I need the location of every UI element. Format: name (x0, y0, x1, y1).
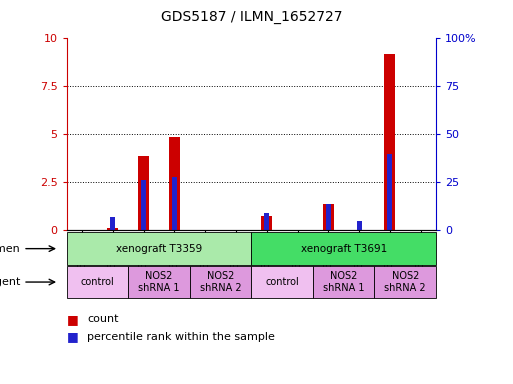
Bar (169, 137, 180, 230)
Bar (387, 154, 392, 230)
Text: control: control (81, 277, 114, 287)
Text: ■: ■ (67, 313, 78, 326)
Bar (264, 213, 269, 230)
Text: agent: agent (0, 277, 21, 287)
Bar (172, 177, 177, 230)
Bar (323, 204, 333, 230)
Bar (262, 216, 272, 230)
Bar (141, 180, 146, 230)
Text: NOS2
shRNA 1: NOS2 shRNA 1 (323, 271, 364, 293)
Text: NOS2
shRNA 2: NOS2 shRNA 2 (384, 271, 426, 293)
Text: specimen: specimen (0, 243, 21, 254)
Text: control: control (265, 277, 299, 287)
Text: NOS2
shRNA 2: NOS2 shRNA 2 (200, 271, 242, 293)
Text: NOS2
shRNA 1: NOS2 shRNA 1 (139, 271, 180, 293)
Bar (385, 54, 395, 230)
Text: percentile rank within the sample: percentile rank within the sample (87, 332, 275, 342)
Text: xenograft T3359: xenograft T3359 (116, 243, 202, 254)
Bar (110, 217, 115, 230)
Bar (138, 156, 149, 230)
Text: GDS5187 / ILMN_1652727: GDS5187 / ILMN_1652727 (161, 10, 342, 23)
Text: ■: ■ (67, 330, 78, 343)
Bar (326, 204, 331, 230)
Text: xenograft T3691: xenograft T3691 (301, 243, 387, 254)
Bar (357, 221, 362, 230)
Bar (107, 227, 118, 230)
Text: count: count (87, 314, 119, 324)
